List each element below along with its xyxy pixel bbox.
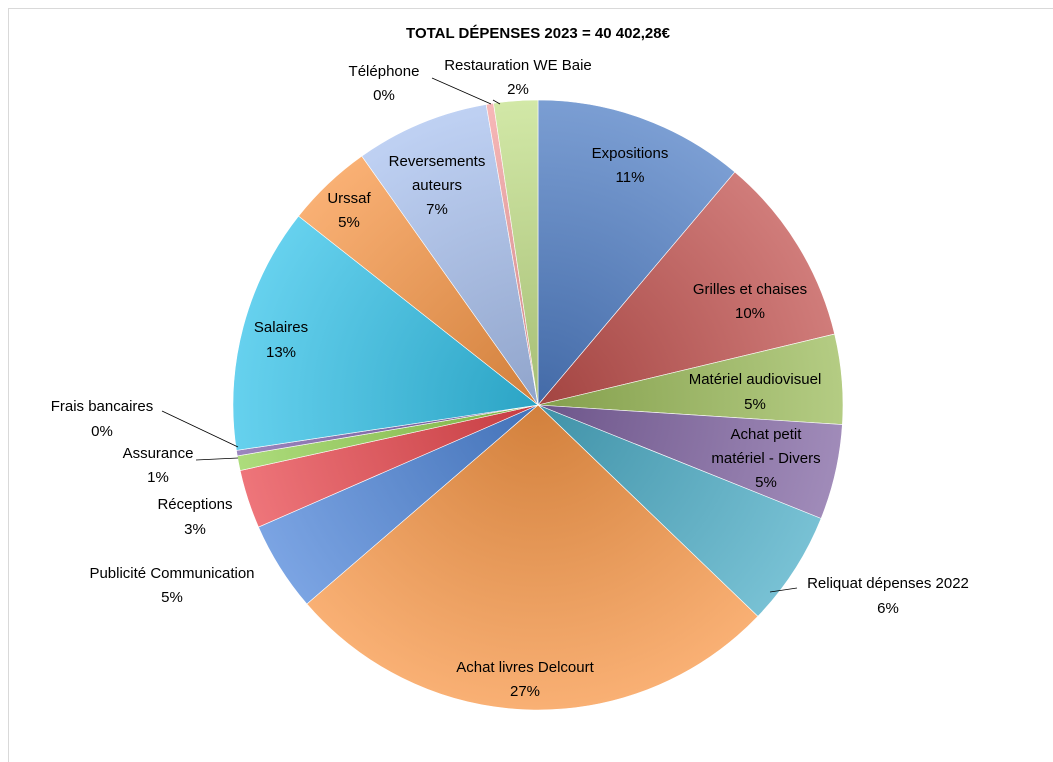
slice-label: matériel - Divers: [711, 450, 820, 467]
slice-label: Matériel audiovisuel: [689, 371, 822, 388]
slice-label: Restauration WE Baie: [444, 57, 592, 74]
pie-slice: [493, 99, 539, 406]
slice-label: Reversements: [389, 153, 486, 170]
slice-label: Reliquat dépenses 2022: [807, 575, 969, 592]
leader-line: [431, 77, 492, 105]
slice-percent-label: 0%: [91, 423, 113, 440]
slice-label: Assurance: [123, 445, 194, 462]
slice-label: Téléphone: [349, 63, 420, 80]
leader-line: [195, 457, 239, 461]
slice-percent-label: 2%: [507, 81, 529, 98]
slice-percent-label: 5%: [161, 589, 183, 606]
slice-label: Urssaf: [327, 190, 371, 207]
slice-label: auteurs: [412, 177, 462, 194]
slice-label: Publicité Communication: [89, 565, 254, 582]
slice-percent-label: 1%: [147, 469, 169, 486]
slice-label: Réceptions: [157, 496, 232, 513]
pie-slice: [232, 215, 539, 451]
slice-percent-label: 5%: [338, 214, 360, 231]
slice-label: Grilles et chaises: [693, 281, 807, 298]
slice-label: Achat petit: [731, 426, 803, 443]
slice-percent-label: 0%: [373, 87, 395, 104]
slice-label: Expositions: [592, 145, 669, 162]
slice-percent-label: 27%: [510, 683, 540, 700]
slice-percent-label: 5%: [744, 396, 766, 413]
chart-title: TOTAL DÉPENSES 2023 = 40 402,28€: [406, 25, 671, 42]
slice-label: Frais bancaires: [51, 398, 154, 415]
slice-percent-label: 6%: [877, 600, 899, 617]
pie-slice: [537, 99, 736, 406]
slice-percent-label: 13%: [266, 344, 296, 361]
slice-percent-label: 7%: [426, 201, 448, 218]
slice-percent-label: 10%: [735, 305, 765, 322]
slice-percent-label: 11%: [616, 169, 645, 186]
pie-slice: [537, 404, 822, 617]
leader-lines: [161, 77, 798, 593]
pie-slice: [537, 171, 835, 406]
slice-percent-label: 3%: [184, 521, 206, 538]
pie-slice: [361, 104, 539, 406]
slice-percent-label: 5%: [755, 474, 777, 491]
slice-label: Salaires: [254, 319, 308, 336]
pie-slice: [306, 404, 759, 711]
slice-label: Achat livres Delcourt: [456, 659, 594, 676]
pie-slices: [232, 99, 844, 711]
slice-labels: Expositions 11% Grilles et chaises 10% Matér…: [51, 57, 969, 700]
leader-line: [492, 99, 501, 105]
leader-line: [161, 410, 239, 448]
leader-line: [769, 587, 798, 593]
